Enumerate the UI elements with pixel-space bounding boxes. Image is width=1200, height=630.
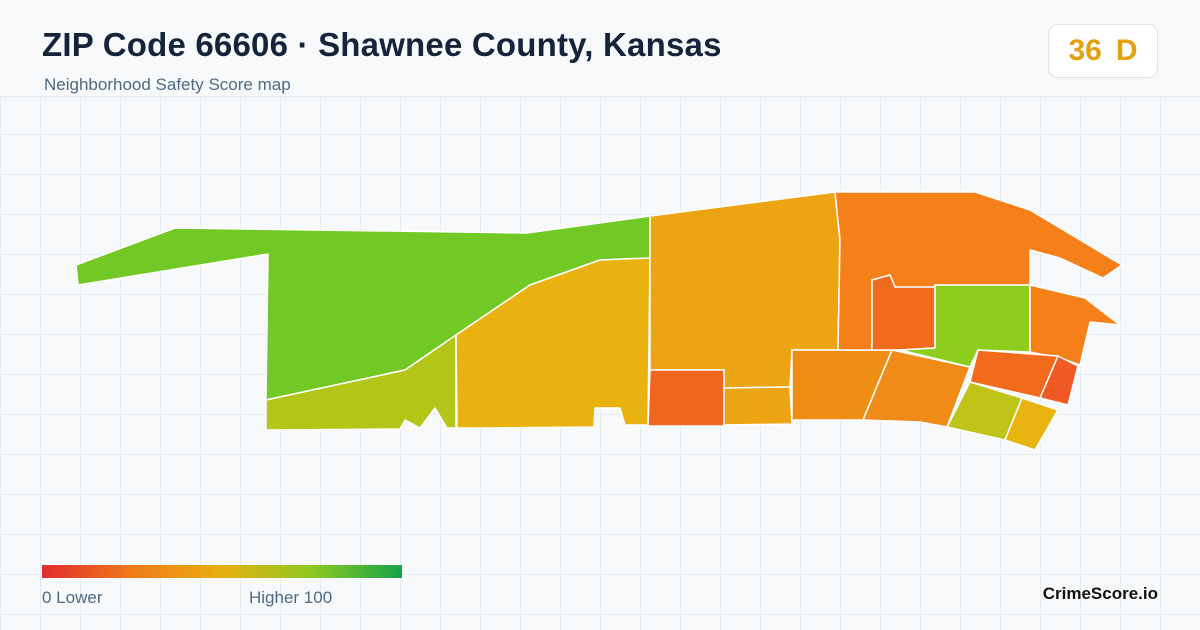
legend-color-scale [42, 565, 402, 578]
center-west-region[interactable] [455, 257, 651, 429]
page-title: ZIP Code 66606 · Shawnee County, Kansas [42, 26, 722, 63]
safety-score-badge: 36 D [1048, 24, 1158, 78]
center-south-small-region[interactable] [723, 386, 793, 426]
far-east-region[interactable] [1029, 284, 1121, 366]
northeast-inner-region[interactable] [871, 274, 936, 351]
southwest-strip-region[interactable] [265, 334, 457, 431]
header-divider [0, 96, 1200, 97]
page-subtitle: Neighborhood Safety Score map [44, 75, 291, 94]
legend-low-label: 0 Lower [42, 588, 103, 607]
southeast-yellow-region[interactable] [1004, 397, 1059, 451]
brand-logo-text[interactable]: CrimeScore.io [1042, 584, 1158, 603]
legend-high-label: Higher 100 [249, 588, 333, 607]
score-grade: D [1115, 34, 1138, 67]
east-sliver-region[interactable] [1039, 355, 1079, 406]
center-south-red-region[interactable] [647, 369, 725, 427]
score-value: 36 [1068, 34, 1102, 67]
